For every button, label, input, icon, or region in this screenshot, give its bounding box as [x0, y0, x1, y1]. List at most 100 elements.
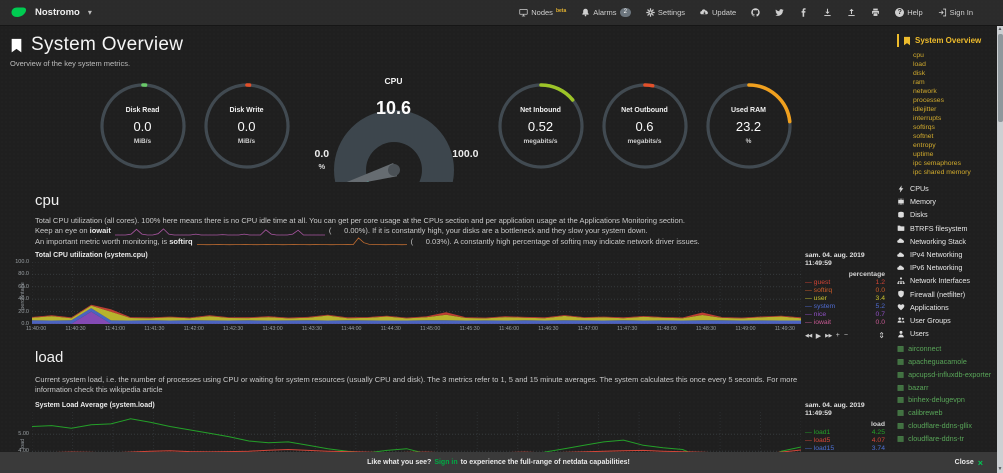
- sidebar-subitem-ipc-semaphores[interactable]: ipc semaphores: [913, 160, 961, 167]
- legend-entry-guest[interactable]: — guest 1.2: [805, 279, 885, 287]
- sidebar-app-cloudflare-ddns-gllix[interactable]: ▦ cloudflare-ddns-gllix: [897, 421, 995, 432]
- sidebar-item-applications[interactable]: Applications: [897, 301, 995, 314]
- nav-twitter[interactable]: [775, 8, 784, 18]
- sidebar-subitem-uptime[interactable]: uptime: [913, 151, 934, 158]
- gauge-value: 10.6: [375, 98, 412, 118]
- sidebar-item-networking-stack[interactable]: Networking Stack: [897, 235, 995, 248]
- scrollbar-thumb[interactable]: [997, 34, 1003, 122]
- legend-entry-name: — nice: [805, 310, 827, 318]
- pan-backward-button[interactable]: ◀◀: [805, 332, 812, 339]
- sidebar-subitem-cpu[interactable]: cpu: [913, 52, 924, 59]
- x-tick-label: 11:48:00: [656, 326, 677, 332]
- sidebar-item-label: Users: [910, 329, 929, 339]
- chart-plot-area[interactable]: 100.0 80.0 60.0 40.0 20.0 0.0 percentage: [15, 259, 801, 327]
- y-tick-label: 4.00: [18, 448, 29, 452]
- zoom-in-button[interactable]: +: [835, 332, 840, 340]
- gauge-value: 0.0: [133, 119, 152, 134]
- sidebar-subitem-interrupts[interactable]: interrupts: [913, 115, 942, 122]
- sidebar-item-cpus[interactable]: CPUs: [897, 182, 995, 195]
- sidebar-app-apcupsd-influxdb-exporter[interactable]: ▦ apcupsd-influxdb-exporter: [897, 370, 995, 381]
- nav-signin[interactable]: Sign In: [938, 8, 973, 18]
- x-tick-label: 11:40:30: [65, 326, 86, 332]
- pan-forward-button[interactable]: ▶▶: [825, 332, 832, 339]
- sidebar-item-label: Applications: [910, 302, 949, 312]
- legend-entry-softirq[interactable]: — softirq 0.0: [805, 287, 885, 295]
- sidebar-app-apacheguacamole[interactable]: ▦ apacheguacamole: [897, 357, 995, 368]
- sidebar-app-label: apacheguacamole: [908, 357, 967, 367]
- metric-open: (: [410, 236, 414, 246]
- grid-icon: ▦: [897, 433, 905, 443]
- sidebar-item-ipv6-networking[interactable]: IPv6 Networking: [897, 261, 995, 274]
- zoom-out-button[interactable]: −: [843, 332, 848, 340]
- nav-export-snapshot[interactable]: [847, 8, 856, 18]
- sidebar-item-ipv4-networking[interactable]: IPv4 Networking: [897, 248, 995, 261]
- chart-toolbar: ◀◀ ▶ ▶▶ + − ⇕: [805, 331, 885, 340]
- nav-settings[interactable]: Settings: [646, 8, 685, 18]
- sidebar-app-binhex-delugevpn[interactable]: ▦ binhex-delugevpn: [897, 395, 995, 406]
- sidebar-subitem-processes[interactable]: processes: [913, 97, 944, 104]
- chart-title: Total CPU utilization (system.cpu): [35, 252, 148, 259]
- nav-help[interactable]: ? Help: [895, 7, 923, 18]
- nav-alarms[interactable]: Alarms 2: [581, 7, 631, 18]
- nav-import-snapshot[interactable]: [823, 8, 832, 18]
- banner-close-button[interactable]: Close ×: [955, 458, 983, 468]
- sidebar-subitem-softnet[interactable]: softnet: [913, 133, 934, 140]
- legend-entry-load5[interactable]: — load5 4.07: [805, 437, 885, 445]
- legend-entry-user[interactable]: — user 3.4: [805, 295, 885, 303]
- sidebar-subitem-softirqs[interactable]: softirqs: [913, 124, 935, 131]
- legend-date: sam. 04. aug. 2019: [805, 252, 865, 259]
- chart-resize-handle[interactable]: ⇕: [878, 331, 885, 341]
- sidebar-subitem-ram[interactable]: ram: [913, 79, 925, 86]
- legend-entry-system[interactable]: — system 5.2: [805, 303, 885, 311]
- host-selector[interactable]: Nostromo ▾: [10, 6, 92, 20]
- legend-entry-name: — load5: [805, 436, 831, 444]
- nav-nodes[interactable]: Nodes beta: [519, 8, 566, 18]
- sidebar-item-users[interactable]: Users: [897, 327, 995, 340]
- nav-print[interactable]: [871, 8, 880, 18]
- legend-entry-load15[interactable]: — load15 3.74: [805, 445, 885, 452]
- sidebar-subitem-idlejitter[interactable]: idlejitter: [913, 106, 937, 113]
- navbar-actions: Nodes beta Alarms 2 Settings Update ? Help Sign …: [519, 7, 993, 18]
- scrollbar-up-arrow[interactable]: ▲: [997, 26, 1003, 32]
- signin-link[interactable]: Sign in: [434, 459, 458, 466]
- sidebar-app-cloudflare-ddns-tr[interactable]: ▦ cloudflare-ddns-tr: [897, 434, 995, 445]
- sidebar-subitem-ipc-shared-memory[interactable]: ipc shared memory: [913, 169, 971, 176]
- sidebar-item-label: Memory: [910, 197, 936, 207]
- sidebar-subsections: cpu load disk ram network processes idlejitter…: [913, 51, 995, 177]
- sidebar-item-memory[interactable]: Memory: [897, 195, 995, 208]
- heart-icon: [897, 303, 905, 311]
- legend-entry-load1[interactable]: — load1 4.25: [805, 429, 885, 437]
- legend-entry-nice[interactable]: — nice 0.7: [805, 311, 885, 319]
- legend-entry-iowait[interactable]: — iowait 0.0: [805, 319, 885, 327]
- metric-close: ).: [447, 236, 452, 246]
- gauge-unit: %: [318, 162, 326, 171]
- section-cpu: cpu Total CPU utilization (all cores). 1…: [0, 192, 891, 340]
- sidebar-subitem-load[interactable]: load: [913, 61, 926, 68]
- sidebar-item-btrfs-filesystem[interactable]: BTRFS filesystem: [897, 222, 995, 235]
- scrollbar-down-arrow[interactable]: ▼: [997, 466, 1003, 472]
- x-tick-label: 11:43:30: [301, 326, 323, 332]
- x-tick-label: 11:45:30: [459, 326, 480, 332]
- sidebar-item-user-groups[interactable]: User Groups: [897, 314, 995, 327]
- sidebar-item-network-interfaces[interactable]: Network Interfaces: [897, 274, 995, 287]
- nav-label: Sign In: [949, 7, 973, 17]
- sidebar-app-airconnect[interactable]: ▦ airconnect: [897, 344, 995, 355]
- sidebar-subitem-entropy[interactable]: entropy: [913, 142, 936, 149]
- sidebar-app-calibreweb[interactable]: ▦ calibreweb: [897, 408, 995, 419]
- nav-facebook[interactable]: [799, 8, 808, 18]
- legend-entry-value: 0.7: [875, 310, 885, 318]
- gauge-value: 0.52: [527, 119, 554, 134]
- nav-github[interactable]: [751, 8, 760, 18]
- play-button[interactable]: ▶: [815, 332, 822, 340]
- sidebar-item-firewall-netfilter-[interactable]: Firewall (netfilter): [897, 288, 995, 301]
- sidebar-app-bazarr[interactable]: ▦ bazarr: [897, 383, 995, 394]
- legend-entry-value: 3.74: [871, 444, 885, 452]
- sidebar-item-disks[interactable]: Disks: [897, 208, 995, 221]
- memory-icon: [897, 198, 905, 206]
- sidebar-subitem-network[interactable]: network: [913, 88, 937, 95]
- sidebar-item-system-overview[interactable]: System Overview: [897, 34, 995, 47]
- sidebar-subitem-disk[interactable]: disk: [913, 70, 926, 77]
- nav-update[interactable]: Update: [700, 8, 736, 18]
- page-scrollbar[interactable]: ▲ ▼: [997, 26, 1003, 473]
